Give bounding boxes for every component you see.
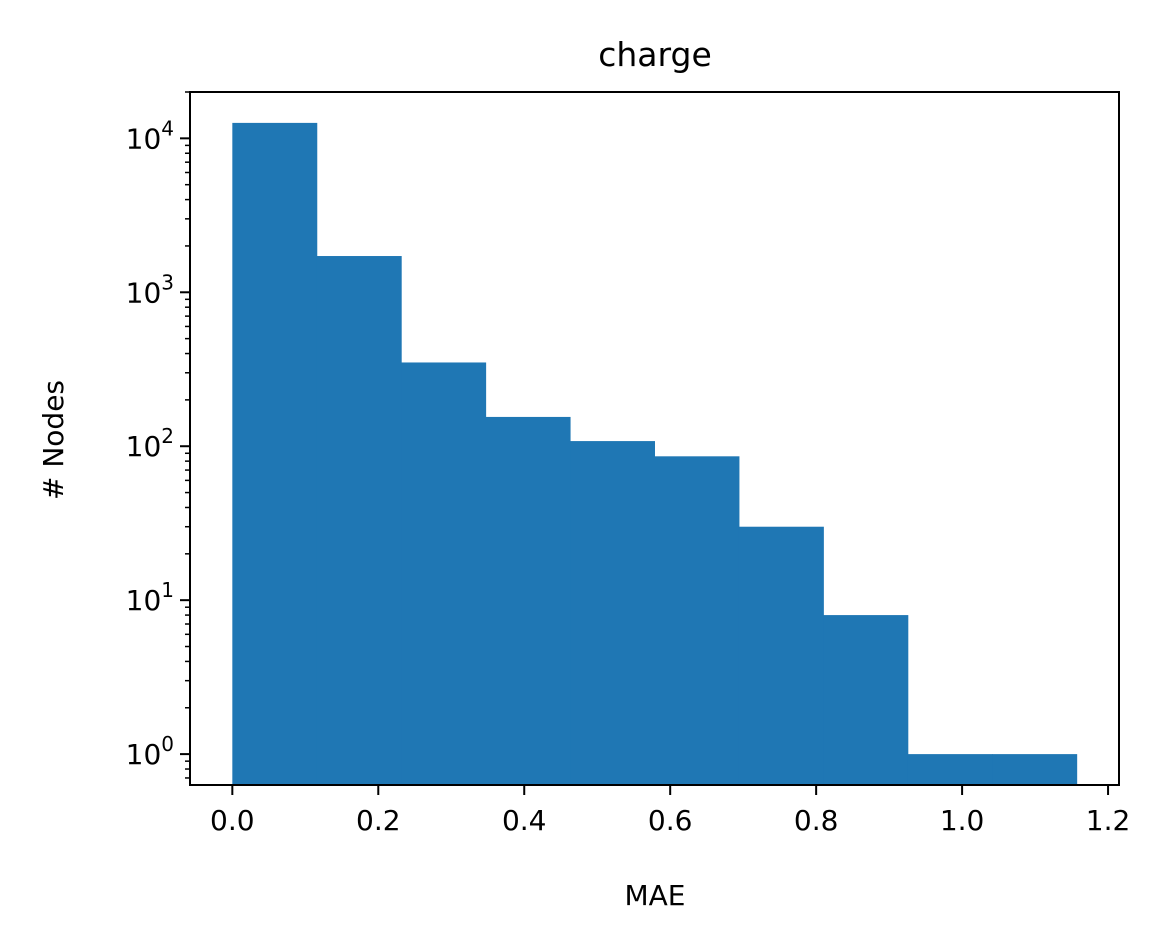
histogram-bar-4 xyxy=(570,441,655,785)
x-tick-label-6: 1.2 xyxy=(1086,804,1131,837)
x-tick-label-1: 0.2 xyxy=(356,804,401,837)
plot-frame xyxy=(189,91,1120,786)
histogram-bar-7 xyxy=(823,615,909,785)
histogram-bar-3 xyxy=(485,416,571,785)
y-tick-label-2: 102 xyxy=(126,424,174,463)
y-tick-label-4: 104 xyxy=(126,116,174,155)
y-axis-ticks: 100 101 102 103 104 xyxy=(126,91,190,779)
x-tick-label-3: 0.6 xyxy=(648,804,693,837)
histogram-bars xyxy=(232,122,1078,786)
histogram-bar-1 xyxy=(316,256,402,786)
histogram-bar-5 xyxy=(654,456,740,785)
y-axis-title: # Nodes xyxy=(37,380,70,500)
histogram-bar-6 xyxy=(738,526,824,785)
x-tick-label-0: 0.0 xyxy=(210,804,255,837)
x-tick-label-2: 0.4 xyxy=(502,804,547,837)
x-tick-label-4: 0.8 xyxy=(794,804,839,837)
histogram-bar-2 xyxy=(401,362,487,785)
histogram-bar-9 xyxy=(992,754,1078,785)
histogram-bar-8 xyxy=(907,754,993,785)
chart-title: charge xyxy=(598,35,712,74)
x-tick-label-5: 1.0 xyxy=(940,804,985,837)
y-tick-label-0: 100 xyxy=(126,732,174,771)
y-tick-label-3: 103 xyxy=(126,270,174,309)
y-tick-label-1: 101 xyxy=(126,578,174,617)
x-axis-ticks: 0.0 0.2 0.4 0.6 0.8 1.0 1.2 xyxy=(210,785,1130,837)
histogram-bar-0 xyxy=(232,122,318,786)
x-axis-title: MAE xyxy=(624,879,685,912)
